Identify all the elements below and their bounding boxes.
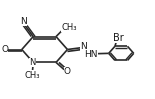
Text: N: N <box>29 58 36 67</box>
Text: CH₃: CH₃ <box>61 23 77 32</box>
Text: HN: HN <box>84 50 98 59</box>
Text: O: O <box>1 45 8 54</box>
Text: Br: Br <box>113 33 124 43</box>
Text: N: N <box>20 17 27 26</box>
Text: N: N <box>80 42 87 51</box>
Text: O: O <box>64 67 71 76</box>
Text: CH₃: CH₃ <box>24 71 40 80</box>
